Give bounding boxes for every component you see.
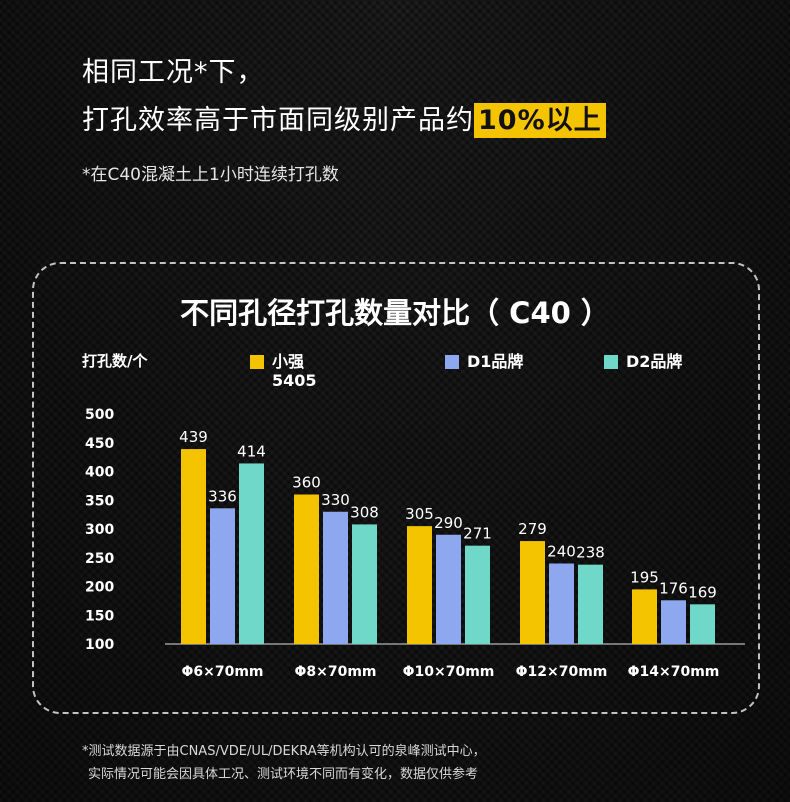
bar xyxy=(661,600,686,644)
x-tick-label: Φ12×70mm xyxy=(516,664,608,680)
data-label: 195 xyxy=(630,568,659,586)
y-tick-label: 200 xyxy=(85,580,114,596)
data-label: 360 xyxy=(292,474,321,492)
y-tick-label: 100 xyxy=(85,637,114,653)
legend-label-series2: D1品牌 xyxy=(467,352,524,371)
x-tick-label: Φ10×70mm xyxy=(403,664,495,680)
chart-title: 不同孔径打孔数量对比（ C40 ） xyxy=(180,296,610,330)
footnote-line2: 实际情况可能会因具体工况、测试环境不同而有变化，数据仅供参考 xyxy=(88,767,479,782)
y-tick-label: 450 xyxy=(85,436,114,452)
bar xyxy=(407,526,432,644)
data-label: 414 xyxy=(237,442,266,460)
bar xyxy=(181,449,206,644)
legend-item-series1: 小强 5405 xyxy=(250,352,317,390)
headline-line2-prefix: 打孔效率高于市面同级别产品约 xyxy=(82,105,474,136)
data-label: 305 xyxy=(405,505,434,523)
data-label: 308 xyxy=(350,503,379,521)
y-tick-label: 400 xyxy=(85,465,114,481)
headline-line2: 打孔效率高于市面同级别产品约 10%以上 xyxy=(82,98,606,138)
data-label: 169 xyxy=(688,583,717,601)
data-label: 176 xyxy=(659,579,688,597)
data-label: 240 xyxy=(547,543,576,561)
y-tick-label: 250 xyxy=(85,551,114,567)
y-tick-label: 300 xyxy=(85,522,114,538)
bar xyxy=(465,545,490,644)
data-label: 336 xyxy=(208,487,237,505)
y-axis-label: 打孔数/个 xyxy=(82,352,148,370)
bar xyxy=(294,494,319,644)
data-label: 279 xyxy=(518,520,547,538)
bar xyxy=(632,589,657,644)
chart-panel xyxy=(32,262,760,714)
legend-item-series2: D1品牌 xyxy=(445,352,523,371)
bar xyxy=(436,534,461,644)
test-condition-note: *在C40混凝土上1小时连续打孔数 xyxy=(82,165,339,185)
bar xyxy=(520,541,545,644)
legend-swatch-series3 xyxy=(604,355,618,369)
data-label: 271 xyxy=(463,525,492,543)
bar xyxy=(239,463,264,644)
bar xyxy=(323,511,348,644)
legend-label-series1: 小强 5405 xyxy=(272,352,317,390)
bar xyxy=(578,564,603,644)
data-label: 330 xyxy=(321,491,350,509)
x-tick-label: Φ14×70mm xyxy=(628,664,720,680)
legend-swatch-series1 xyxy=(250,355,264,369)
legend-item-series3: D2品牌 xyxy=(604,352,682,371)
data-label: 290 xyxy=(434,514,463,532)
y-tick-label: 150 xyxy=(85,608,114,624)
y-tick-label: 350 xyxy=(85,493,114,509)
x-tick-label: Φ6×70mm xyxy=(181,664,263,680)
bar xyxy=(690,604,715,644)
data-label: 238 xyxy=(576,544,605,562)
data-label: 439 xyxy=(179,428,208,446)
footnote-line1: *测试数据源于由CNAS/VDE/UL/DEKRA等机构认可的泉峰测试中心， xyxy=(82,744,486,759)
bar xyxy=(352,524,377,644)
y-tick-label: 500 xyxy=(85,407,114,423)
headline-line1: 相同工况*下， xyxy=(82,57,265,88)
bar xyxy=(210,508,235,644)
x-tick-label: Φ8×70mm xyxy=(294,664,376,680)
legend-label-series3: D2品牌 xyxy=(626,352,683,371)
headline-highlight: 10%以上 xyxy=(474,103,606,138)
bar xyxy=(549,563,574,644)
legend-swatch-series2 xyxy=(445,355,459,369)
